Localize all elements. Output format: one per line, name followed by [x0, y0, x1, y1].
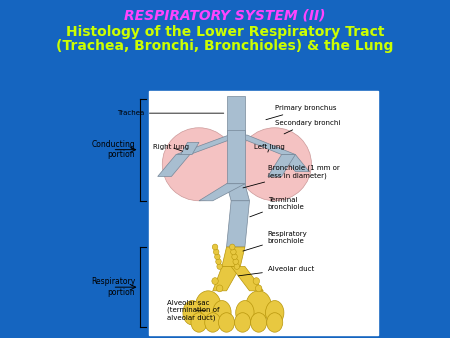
Ellipse shape — [238, 128, 311, 201]
Ellipse shape — [234, 313, 251, 332]
Ellipse shape — [191, 313, 207, 332]
Text: Right lung: Right lung — [153, 144, 189, 151]
Text: Alveolar duct: Alveolar duct — [238, 266, 314, 276]
Ellipse shape — [212, 244, 218, 250]
Polygon shape — [176, 135, 243, 154]
Text: Conducting
portion: Conducting portion — [91, 140, 135, 159]
Bar — [226, 96, 245, 135]
Text: Bronchiole (1 mm or
less in diameter): Bronchiole (1 mm or less in diameter) — [243, 165, 340, 188]
Polygon shape — [180, 142, 199, 154]
Ellipse shape — [256, 285, 262, 292]
Polygon shape — [199, 184, 245, 201]
Polygon shape — [226, 184, 249, 201]
Text: Left lung: Left lung — [254, 144, 285, 152]
Ellipse shape — [213, 249, 219, 255]
Ellipse shape — [231, 249, 236, 255]
Ellipse shape — [196, 291, 221, 320]
Ellipse shape — [212, 278, 218, 285]
Ellipse shape — [233, 259, 238, 265]
Text: RESPIRATORY SYSTEM (II): RESPIRATORY SYSTEM (II) — [124, 8, 326, 22]
Ellipse shape — [234, 264, 239, 269]
Ellipse shape — [162, 128, 236, 201]
Polygon shape — [213, 266, 240, 291]
Ellipse shape — [253, 278, 260, 285]
Ellipse shape — [215, 254, 220, 260]
Text: Alveolar sac
(termination of
alveolar duct): Alveolar sac (termination of alveolar du… — [167, 300, 219, 321]
Text: Terminal
bronchiole: Terminal bronchiole — [250, 197, 305, 217]
Ellipse shape — [217, 264, 222, 269]
Ellipse shape — [213, 300, 231, 325]
Ellipse shape — [183, 300, 201, 325]
Bar — [226, 130, 245, 184]
Text: Trachea: Trachea — [117, 110, 224, 116]
Text: (Trachea, Bronchi, Bronchioles) & the Lung: (Trachea, Bronchi, Bronchioles) & the Lu… — [56, 39, 394, 53]
Ellipse shape — [216, 259, 221, 265]
Text: Respiratory
portion: Respiratory portion — [91, 277, 135, 297]
Text: Secondary bronchi: Secondary bronchi — [274, 120, 340, 134]
Ellipse shape — [216, 285, 223, 292]
Polygon shape — [282, 154, 309, 172]
Polygon shape — [234, 135, 295, 154]
Ellipse shape — [230, 244, 235, 250]
Text: Histology of the Lower Respiratory Tract: Histology of the Lower Respiratory Tract — [66, 25, 384, 39]
Polygon shape — [268, 154, 295, 176]
Ellipse shape — [251, 313, 267, 332]
Ellipse shape — [232, 254, 237, 260]
Polygon shape — [231, 266, 263, 291]
Ellipse shape — [236, 300, 254, 325]
Polygon shape — [158, 154, 190, 176]
Ellipse shape — [205, 313, 221, 332]
FancyBboxPatch shape — [148, 91, 378, 335]
Ellipse shape — [219, 313, 234, 332]
Ellipse shape — [266, 300, 284, 325]
Ellipse shape — [267, 313, 283, 332]
Ellipse shape — [246, 291, 271, 320]
Text: Respiratory
bronchiole: Respiratory bronchiole — [243, 231, 308, 251]
Polygon shape — [222, 247, 245, 266]
Text: Primary bronchus: Primary bronchus — [266, 105, 336, 120]
Polygon shape — [226, 201, 249, 247]
